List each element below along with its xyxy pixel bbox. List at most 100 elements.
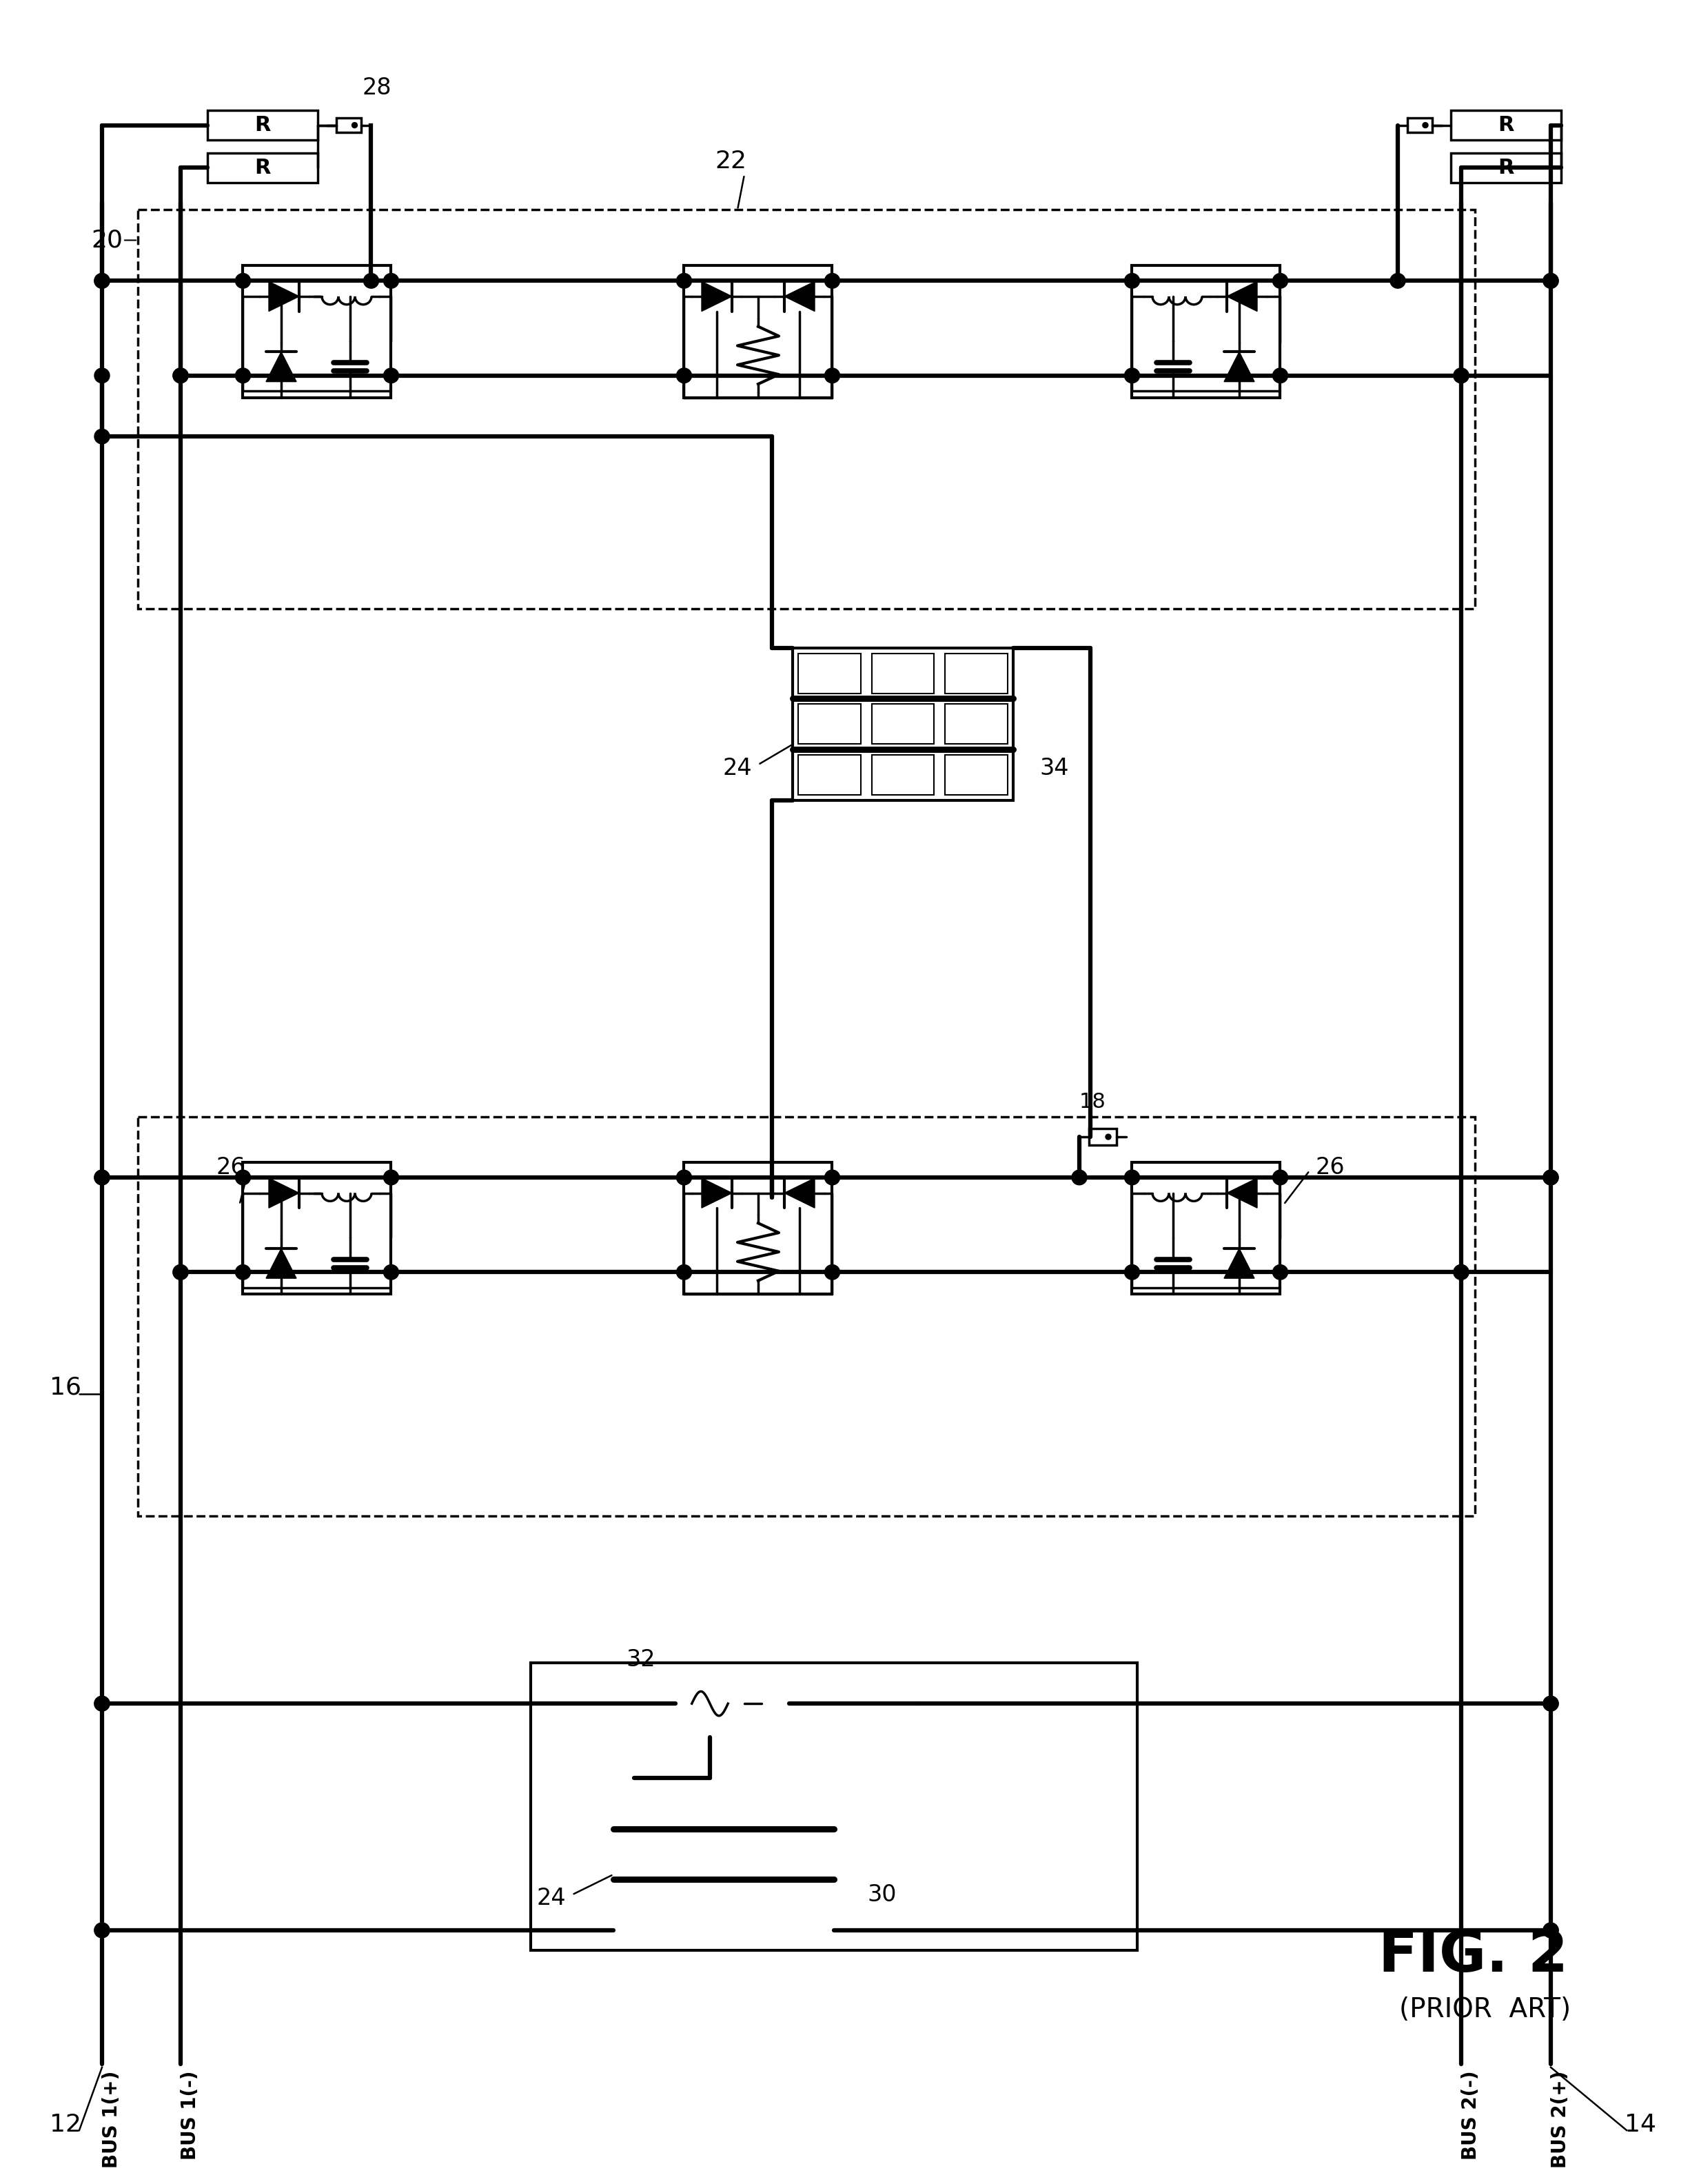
Circle shape xyxy=(777,1701,784,1706)
Circle shape xyxy=(764,1171,779,1186)
Bar xyxy=(798,703,860,745)
Polygon shape xyxy=(265,1249,296,1278)
Text: 24: 24 xyxy=(537,1887,566,1909)
Circle shape xyxy=(676,1171,691,1186)
Text: R: R xyxy=(255,157,270,177)
Bar xyxy=(1132,1162,1281,1295)
Circle shape xyxy=(676,369,691,382)
Circle shape xyxy=(1391,273,1406,288)
Circle shape xyxy=(1105,1133,1110,1140)
Text: BUS 1(-): BUS 1(-) xyxy=(181,2070,199,2160)
Circle shape xyxy=(1453,369,1469,382)
Circle shape xyxy=(95,428,110,443)
Bar xyxy=(208,111,318,140)
Bar xyxy=(619,1784,681,1824)
Circle shape xyxy=(676,273,691,288)
Bar xyxy=(139,210,1475,609)
Bar xyxy=(766,1885,828,1924)
Circle shape xyxy=(1423,122,1428,129)
Circle shape xyxy=(172,369,188,382)
Circle shape xyxy=(172,1265,188,1280)
Circle shape xyxy=(1543,1171,1558,1186)
Text: 18: 18 xyxy=(1078,1092,1105,1112)
Circle shape xyxy=(1543,273,1558,288)
Circle shape xyxy=(676,1265,691,1280)
Circle shape xyxy=(1124,369,1139,382)
Text: 32: 32 xyxy=(627,1649,656,1671)
Polygon shape xyxy=(1224,1249,1254,1278)
Circle shape xyxy=(1071,1171,1087,1186)
Circle shape xyxy=(1124,1171,1139,1186)
Circle shape xyxy=(825,1171,840,1186)
Text: (PRIOR  ART): (PRIOR ART) xyxy=(1399,1996,1570,2022)
Bar xyxy=(762,1695,789,1712)
Circle shape xyxy=(825,1265,840,1280)
Bar xyxy=(945,703,1007,745)
Circle shape xyxy=(825,369,840,382)
Circle shape xyxy=(1543,1171,1558,1186)
Circle shape xyxy=(363,273,379,288)
Bar xyxy=(872,703,935,745)
Circle shape xyxy=(1124,273,1139,288)
Polygon shape xyxy=(265,352,296,382)
Text: 14: 14 xyxy=(1624,2114,1656,2136)
Circle shape xyxy=(1543,1697,1558,1710)
Bar xyxy=(1088,1129,1117,1144)
Bar xyxy=(619,1885,681,1924)
Circle shape xyxy=(1543,1922,1558,1937)
Bar xyxy=(793,649,1014,799)
Polygon shape xyxy=(1227,1177,1257,1208)
Bar xyxy=(798,756,860,795)
Circle shape xyxy=(172,369,188,382)
Bar xyxy=(872,756,935,795)
Circle shape xyxy=(384,369,399,382)
Circle shape xyxy=(384,1265,399,1280)
Bar xyxy=(684,266,831,397)
Text: FIG. 2: FIG. 2 xyxy=(1379,1928,1568,1983)
Bar xyxy=(1450,111,1562,140)
Circle shape xyxy=(1273,1171,1288,1186)
Bar xyxy=(798,653,860,692)
Bar xyxy=(336,118,362,133)
Text: R: R xyxy=(255,116,270,135)
Circle shape xyxy=(95,273,110,288)
Circle shape xyxy=(1273,1265,1288,1280)
Circle shape xyxy=(1453,1265,1469,1280)
Bar xyxy=(243,266,390,397)
Polygon shape xyxy=(1227,282,1257,312)
Text: 20: 20 xyxy=(91,229,123,251)
Circle shape xyxy=(95,369,110,382)
Circle shape xyxy=(1273,369,1288,382)
Text: BUS 1(+): BUS 1(+) xyxy=(101,2070,122,2169)
Text: 26: 26 xyxy=(1315,1155,1345,1179)
Circle shape xyxy=(1543,273,1558,288)
Circle shape xyxy=(1453,369,1469,382)
Bar xyxy=(693,1784,755,1824)
Circle shape xyxy=(384,273,399,288)
Circle shape xyxy=(95,1697,110,1710)
Bar xyxy=(613,1778,833,1931)
Circle shape xyxy=(235,1265,250,1280)
Bar xyxy=(693,1885,755,1924)
Text: R: R xyxy=(1497,157,1514,177)
Bar xyxy=(619,1835,681,1874)
Polygon shape xyxy=(701,1177,732,1208)
Circle shape xyxy=(384,1171,399,1186)
Circle shape xyxy=(95,1697,110,1710)
Polygon shape xyxy=(269,282,299,312)
Text: BUS 2(-): BUS 2(-) xyxy=(1462,2070,1480,2160)
Bar xyxy=(693,1835,755,1874)
Bar xyxy=(945,756,1007,795)
Text: 26: 26 xyxy=(216,1155,245,1179)
Text: BUS 2(+): BUS 2(+) xyxy=(1551,2070,1570,2169)
Circle shape xyxy=(235,273,250,288)
Circle shape xyxy=(235,1171,250,1186)
Text: 12: 12 xyxy=(49,2114,81,2136)
Bar xyxy=(684,1162,831,1295)
Circle shape xyxy=(95,1171,110,1186)
Bar xyxy=(766,1835,828,1874)
Circle shape xyxy=(95,1171,110,1186)
Bar xyxy=(1450,153,1562,183)
Bar xyxy=(1408,118,1431,133)
Text: 16: 16 xyxy=(49,1376,81,1400)
